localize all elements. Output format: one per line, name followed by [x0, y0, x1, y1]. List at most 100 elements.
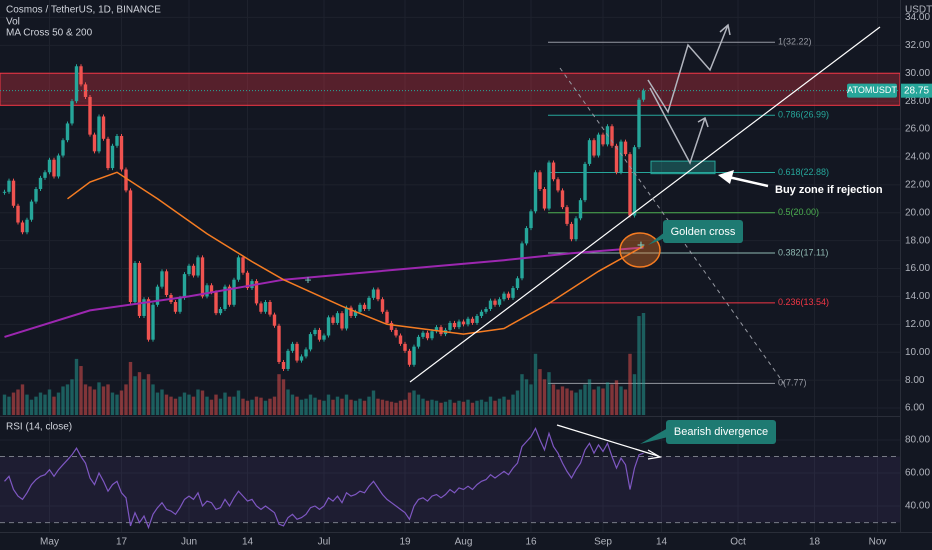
- candle: [502, 293, 506, 300]
- candle: [299, 356, 304, 361]
- volume-bar: [322, 400, 326, 415]
- candle: [326, 317, 331, 336]
- volume-bar: [281, 379, 286, 415]
- candle: [160, 271, 164, 287]
- candle: [493, 300, 497, 305]
- candle: [497, 299, 502, 305]
- volume-bar: [236, 390, 241, 415]
- candle: [191, 265, 196, 276]
- candle: [97, 116, 101, 152]
- volume-bar: [439, 402, 443, 415]
- candle: [88, 96, 92, 135]
- candle: [196, 257, 200, 276]
- candle: [70, 101, 74, 124]
- volume-bar: [178, 396, 182, 415]
- volume-bar: [583, 384, 587, 415]
- candle: [380, 299, 385, 312]
- volume-bar: [493, 400, 497, 415]
- candle: [353, 311, 358, 316]
- candle: [2, 191, 7, 193]
- x-tick-label: 19: [399, 537, 411, 548]
- candle: [628, 154, 632, 216]
- volume-bar: [416, 394, 421, 415]
- volume-bar: [461, 401, 466, 415]
- volume-bar: [394, 402, 398, 415]
- candle: [556, 179, 560, 191]
- candle: [385, 311, 389, 323]
- callout-box: [663, 220, 743, 243]
- volume-bar: [65, 384, 70, 415]
- volume-bar: [542, 379, 547, 415]
- volume-bar: [353, 400, 358, 415]
- volume-bar: [191, 396, 196, 415]
- candle: [524, 228, 529, 244]
- candle: [263, 302, 268, 312]
- candle: [7, 180, 11, 192]
- candle: [92, 134, 97, 152]
- volume-bar: [92, 389, 97, 415]
- volume-bar: [106, 384, 110, 415]
- volume-bar: [295, 396, 299, 415]
- volume-bar: [569, 390, 574, 415]
- volume-bar: [124, 384, 128, 415]
- candle: [430, 331, 434, 339]
- volume-bar: [52, 396, 56, 415]
- volume-bar: [214, 394, 218, 415]
- candle: [637, 99, 641, 148]
- volume-bar: [340, 398, 344, 415]
- volume-bar: [398, 400, 403, 415]
- volume-bar: [434, 400, 439, 415]
- y-tick-label: 14.00: [905, 291, 930, 302]
- volume-bar: [349, 399, 353, 415]
- candle: [358, 304, 362, 312]
- candle: [362, 304, 367, 309]
- candle: [547, 162, 551, 209]
- volume-bar: [389, 401, 394, 415]
- volume-bar: [115, 394, 119, 415]
- volume-bar: [367, 396, 371, 415]
- candle: [470, 318, 475, 323]
- candle: [308, 334, 313, 350]
- volume-bar: [506, 399, 511, 415]
- y-tick-label: 28.00: [905, 96, 930, 107]
- volume-bar: [524, 379, 529, 415]
- candle: [632, 147, 637, 216]
- candle: [146, 299, 151, 340]
- candle: [259, 303, 263, 312]
- volume-bar: [164, 394, 169, 415]
- candle: [151, 304, 155, 340]
- candle: [245, 272, 250, 289]
- candle: [416, 336, 421, 347]
- volume-bar: [632, 374, 637, 415]
- volume-bar: [187, 394, 191, 415]
- candle: [466, 318, 470, 325]
- candle: [313, 329, 317, 335]
- volume-bar: [223, 392, 227, 415]
- candle: [538, 172, 542, 190]
- volume-bar: [151, 384, 155, 415]
- volume-bar: [286, 389, 290, 415]
- volume-bar: [425, 400, 430, 415]
- volume-bar: [484, 401, 488, 415]
- candle: [47, 159, 52, 173]
- volume-bar: [421, 398, 425, 415]
- candle: [25, 219, 29, 233]
- volume-bar: [160, 389, 164, 415]
- volume-bar: [20, 384, 25, 415]
- volume-bar: [259, 397, 263, 415]
- candle: [614, 145, 619, 173]
- candle: [560, 190, 565, 208]
- y-tick-label: 20.00: [905, 207, 930, 218]
- volume-bar: [628, 353, 632, 415]
- candle: [533, 172, 538, 212]
- trendline: [409, 26, 881, 383]
- volume-bar: [142, 379, 146, 415]
- candle: [601, 134, 605, 145]
- volume-bar: [56, 392, 61, 415]
- volume-bar: [587, 379, 592, 415]
- volume-bar: [371, 390, 376, 415]
- volume-bar: [173, 398, 178, 415]
- volume-bar: [412, 390, 416, 415]
- candle: [142, 299, 146, 316]
